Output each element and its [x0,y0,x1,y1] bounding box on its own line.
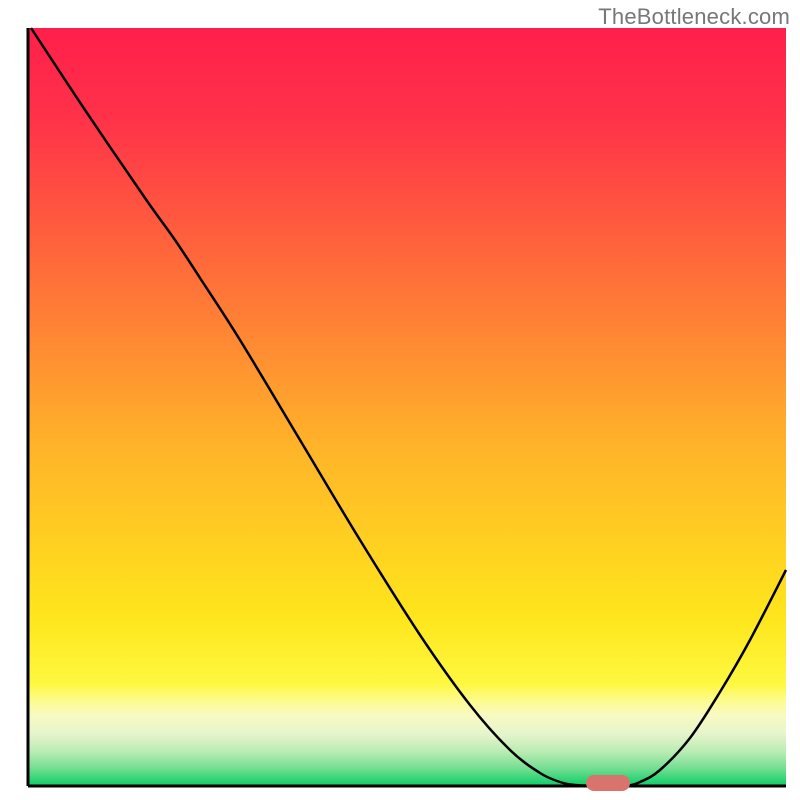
target-marker [586,775,630,791]
chart-container: TheBottleneck.com [0,0,800,800]
plot-background [28,28,786,786]
watermark-text: TheBottleneck.com [598,4,790,30]
chart-canvas [0,0,800,800]
